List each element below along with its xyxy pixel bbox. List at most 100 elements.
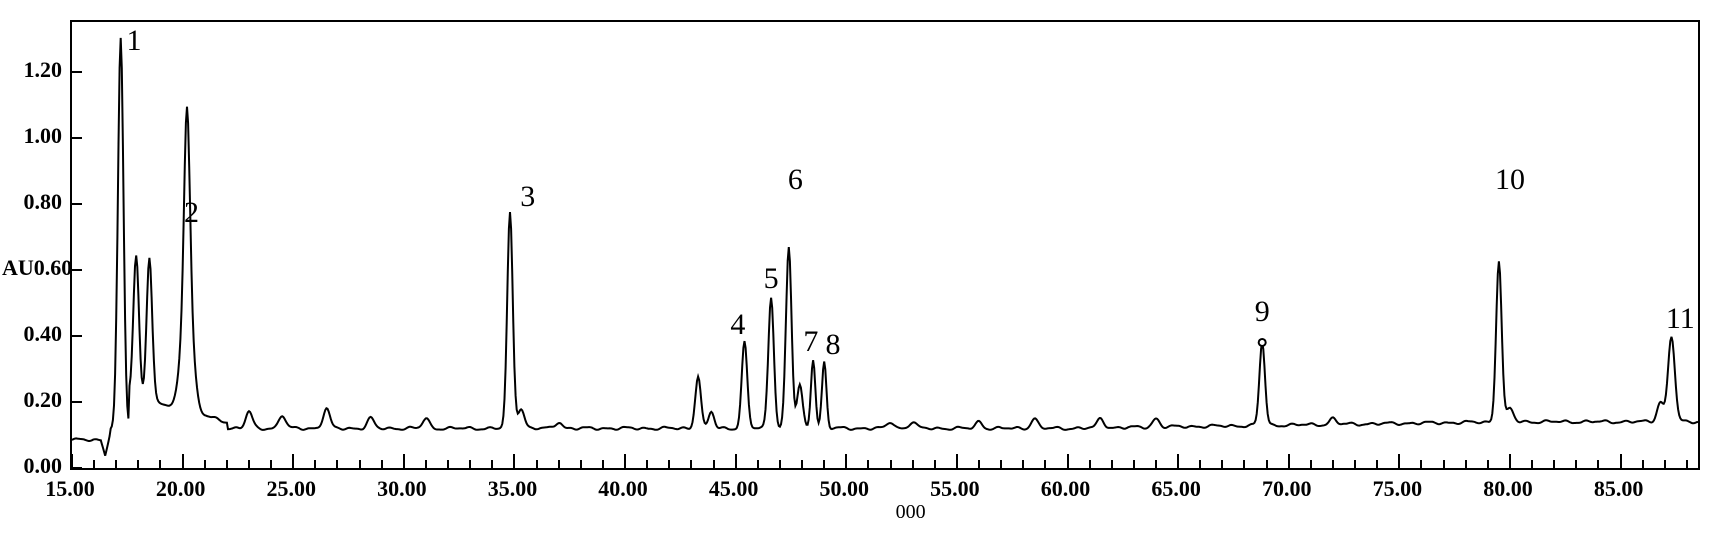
xtick-minor [159,460,161,468]
xtick-minor [713,460,715,468]
xtick-major [1177,454,1179,468]
xtick-major [845,454,847,468]
peak-label-5: 5 [764,262,779,296]
xtick-major [1509,454,1511,468]
ytick-mark [72,137,82,139]
xtick-minor [447,460,449,468]
xtick-minor [646,460,648,468]
ytick-label: 0.80 [2,189,62,215]
peak-label-7: 7 [803,325,818,359]
xtick-minor [1133,460,1135,468]
xtick-minor [226,460,228,468]
chromatogram-plot [72,22,1698,468]
ytick-label: 1.20 [2,57,62,83]
xtick-minor [1332,460,1334,468]
xtick-minor [867,460,869,468]
xtick-minor [270,460,272,468]
xtick-minor [1664,460,1666,468]
xtick-minor [823,460,825,468]
xtick-label: 85.00 [1594,476,1644,502]
xtick-major [1288,454,1290,468]
peak-label-8: 8 [826,328,841,362]
xtick-minor [690,460,692,468]
xtick-label: 70.00 [1262,476,1312,502]
xtick-minor [1642,460,1644,468]
xtick-minor [425,460,427,468]
xtick-label: 20.00 [156,476,206,502]
peak-label-1: 1 [126,24,141,58]
xtick-minor [1487,460,1489,468]
ytick-mark [72,401,82,403]
xtick-label: 45.00 [709,476,759,502]
xtick-major [1620,454,1622,468]
xtick-minor [314,460,316,468]
xtick-minor [359,460,361,468]
xtick-minor [1420,460,1422,468]
xtick-minor [668,460,670,468]
peak-9-marker [1259,339,1266,346]
xtick-minor [1111,460,1113,468]
xtick-label: 75.00 [1373,476,1423,502]
xtick-label: 30.00 [377,476,427,502]
xtick-minor [1575,460,1577,468]
xtick-minor [1597,460,1599,468]
xtick-major [513,454,515,468]
xtick-major [292,454,294,468]
xtick-minor [248,460,250,468]
xtick-major [403,454,405,468]
xtick-minor [336,460,338,468]
ytick-mark [72,335,82,337]
xtick-label: 65.00 [1151,476,1201,502]
xtick-minor [779,460,781,468]
xtick-label: 35.00 [488,476,538,502]
xtick-minor [536,460,538,468]
xtick-minor [1243,460,1245,468]
xtick-minor [558,460,560,468]
xtick-minor [757,460,759,468]
xtick-minor [1022,460,1024,468]
xtick-minor [934,460,936,468]
peak-label-6: 6 [788,163,803,197]
peak-label-4: 4 [730,308,745,342]
peak-label-3: 3 [520,180,535,214]
peak-label-10: 10 [1495,163,1525,197]
xtick-label: 15.00 [45,476,95,502]
xtick-label: 60.00 [1041,476,1091,502]
y-axis-label-combined: AU0.60 [2,255,62,281]
xtick-major [1067,454,1069,468]
xtick-minor [93,460,95,468]
chart-frame: 1234567891011 [70,20,1700,470]
ytick-label: 0.20 [2,387,62,413]
ytick-label: 0.40 [2,321,62,347]
xtick-major [182,454,184,468]
xtick-minor [1089,460,1091,468]
xtick-minor [469,460,471,468]
xtick-minor [1553,460,1555,468]
xtick-label: 40.00 [598,476,648,502]
xtick-minor [1155,460,1157,468]
xtick-minor [1199,460,1201,468]
xtick-minor [602,460,604,468]
ytick-mark [72,203,82,205]
xtick-minor [1000,460,1002,468]
xtick-major [624,454,626,468]
xtick-minor [137,460,139,468]
xtick-major [71,454,73,468]
ytick-mark [72,71,82,73]
xtick-minor [1310,460,1312,468]
xtick-minor [381,460,383,468]
xtick-minor [1044,460,1046,468]
peak-label-9: 9 [1255,295,1270,329]
ytick-mark [72,467,82,469]
xtick-minor [1266,460,1268,468]
xtick-minor [1465,460,1467,468]
xtick-major [735,454,737,468]
xtick-label: 80.00 [1483,476,1533,502]
xtick-major [1398,454,1400,468]
xtick-minor [1221,460,1223,468]
axis-extra-text: 000 [896,501,926,524]
xtick-minor [801,460,803,468]
xtick-minor [1531,460,1533,468]
ytick-label: 1.00 [2,123,62,149]
xtick-minor [912,460,914,468]
